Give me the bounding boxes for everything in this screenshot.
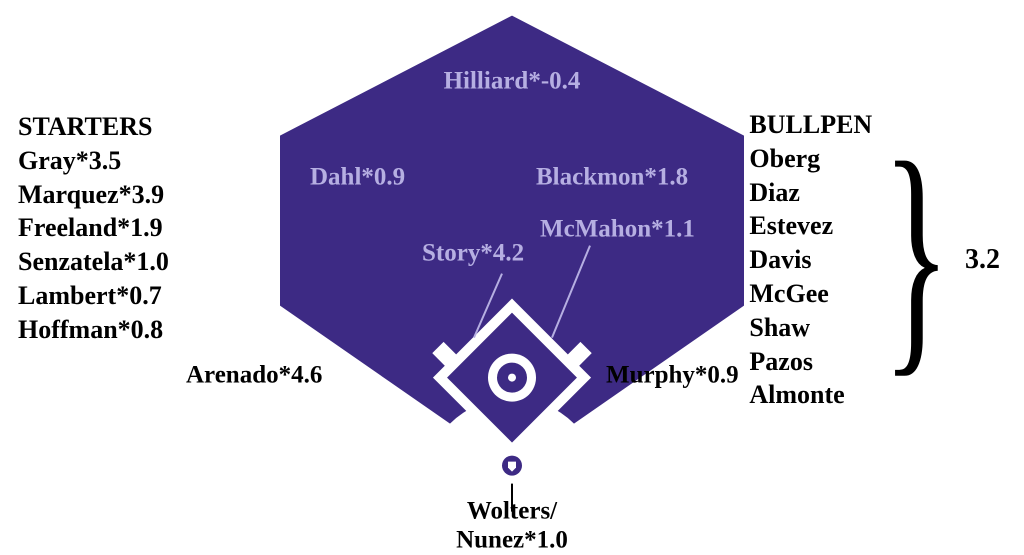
pos-lf: Dahl*0.9 — [310, 164, 405, 192]
starters-item: Lambert*0.7 — [18, 279, 169, 313]
field-diagram: Hilliard*-0.4 Dahl*0.9 Blackmon*1.8 Stor… — [252, 6, 772, 526]
starters-item: Hoffman*0.8 — [18, 313, 169, 347]
pos-cf: Hilliard*-0.4 — [444, 68, 581, 96]
starters-header: STARTERS — [18, 110, 169, 144]
pos-ss: Story*4.2 — [422, 240, 524, 268]
bullpen-value: 3.2 — [965, 242, 1000, 278]
starters-item: Gray*3.5 — [18, 144, 169, 178]
starters-item: Senzatela*1.0 — [18, 245, 169, 279]
pos-2b: McMahon*1.1 — [540, 216, 695, 244]
pos-1b: Murphy*0.9 — [606, 362, 739, 390]
starters-item: Marquez*3.9 — [18, 178, 169, 212]
pos-3b: Arenado*4.6 — [186, 362, 322, 390]
starters-list: STARTERS Gray*3.5 Marquez*3.9 Freeland*1… — [18, 110, 169, 347]
pos-catcher: Wolters/ Nunez*1.0 — [456, 498, 568, 555]
brace-icon: } — [882, 144, 951, 365]
starters-item: Freeland*1.9 — [18, 211, 169, 245]
pos-rf: Blackmon*1.8 — [536, 164, 688, 192]
bullpen-block: BULLPEN Oberg Diaz Estevez Davis McGee S… — [749, 108, 1000, 412]
